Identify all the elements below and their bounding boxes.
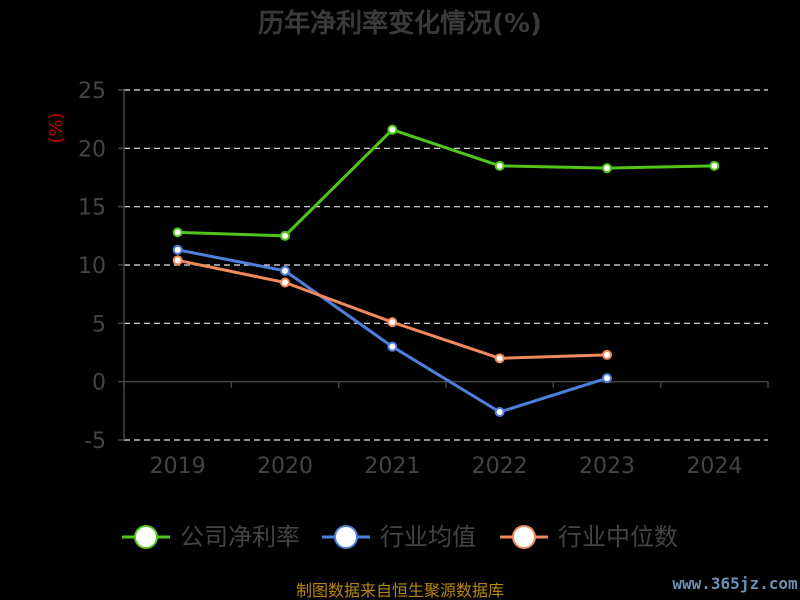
chart-title: 历年净利率变化情况(%) [258,8,542,39]
y-tick-label: 15 [78,196,106,221]
data-point[interactable] [387,317,398,328]
data-point[interactable] [494,353,505,364]
legend-marker [134,525,158,549]
legend-marker [334,525,358,549]
data-point[interactable] [172,244,183,255]
data-point[interactable] [280,277,290,288]
data-point[interactable] [387,124,398,135]
legend-label[interactable]: 行业中位数 [558,523,678,551]
legend-label[interactable]: 公司净利率 [180,523,300,551]
data-point[interactable] [172,255,183,266]
legend-label[interactable]: 行业均值 [380,523,476,551]
data-source-note: 制图数据来自恒生聚源数据库 [296,581,504,600]
series-line-0 [177,128,715,238]
data-point[interactable] [602,163,612,174]
axes [118,89,769,441]
y-tick-label: 25 [78,79,106,104]
data-point[interactable] [387,341,398,352]
data-point[interactable] [602,349,612,360]
y-tick-label: 10 [78,254,106,279]
x-tick-label: 2024 [686,454,742,479]
x-tick-label: 2022 [472,454,528,479]
x-tick-label: 2023 [579,454,635,479]
y-tick-label: 20 [78,137,106,162]
series-lines [172,124,720,417]
y-tick-label: -5 [84,429,106,454]
x-tick-labels: 2019 2020 2021 2022 2023 2024 [150,454,743,479]
x-tick-label: 2019 [150,454,206,479]
x-tick-label: 2020 [257,454,313,479]
y-tick-label: 0 [92,371,106,396]
data-point[interactable] [280,230,290,241]
x-tick-label: 2021 [364,454,420,479]
data-point[interactable] [494,407,505,417]
data-point[interactable] [709,160,720,171]
y-tick-label: 5 [92,312,106,337]
legend-marker [512,525,536,549]
data-point[interactable] [172,227,183,238]
y-axis-unit: (%) [46,112,67,143]
legend: 公司净利率 行业均值 行业中位数 [122,523,678,551]
data-point[interactable] [494,160,505,171]
data-point[interactable] [602,373,612,384]
data-point[interactable] [280,265,290,276]
y-tick-labels: 25 20 15 10 5 0 -5 [78,79,106,454]
watermark: www.365jz.com [672,574,798,593]
